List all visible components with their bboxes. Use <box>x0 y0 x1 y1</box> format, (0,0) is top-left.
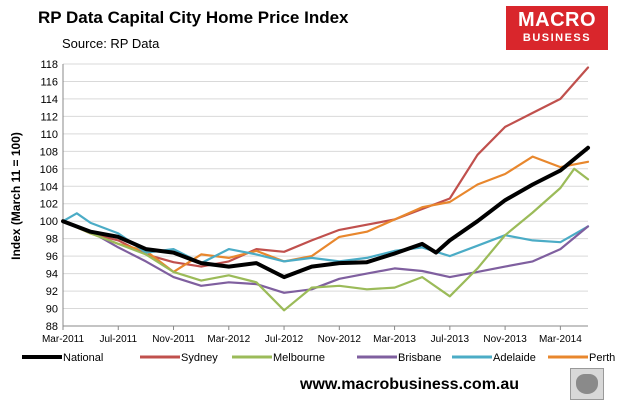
wolf-logo-icon <box>570 368 604 400</box>
x-tick-label: Nov-2012 <box>318 334 362 345</box>
y-tick-label: 104 <box>40 181 58 193</box>
series-line-perth <box>61 155 590 273</box>
y-tick-label: 116 <box>40 76 58 88</box>
y-axis-label: Index (March 11 = 100) <box>9 132 23 260</box>
x-tick-label: Nov-2013 <box>483 334 527 345</box>
x-tick-label: Mar-2012 <box>207 334 250 345</box>
x-tick-label: Mar-2014 <box>539 334 582 345</box>
y-tick-labels: 88 90 92 94 96 98 100 102 104 106 108 110 112 114 116 1… <box>40 59 58 333</box>
y-tick-label: 106 <box>40 164 58 176</box>
y-tick-label: 118 <box>40 59 58 71</box>
x-tick-label: Jul-2013 <box>431 334 470 345</box>
y-tick-label: 102 <box>40 199 58 211</box>
y-tick-label: 88 <box>46 321 58 333</box>
x-tick-labels: Mar-2011 Jul-2011 Nov-2011 Mar-2012 Jul-2012… <box>42 334 582 345</box>
y-tick-label: 100 <box>40 216 58 228</box>
legend: National Sydney Melbourne Brisbane Adelaide P… <box>22 352 615 364</box>
series-line-brisbane <box>61 220 590 294</box>
legend-label-adelaide: Adelaide <box>493 352 536 364</box>
y-tick-label: 110 <box>40 129 58 141</box>
legend-label-perth: Perth <box>589 352 615 364</box>
y-tick-label: 92 <box>46 286 58 298</box>
legend-label-brisbane: Brisbane <box>398 352 441 364</box>
chart-source: Source: RP Data <box>62 36 160 51</box>
series-line-national <box>61 145 590 280</box>
y-tick-label: 90 <box>46 304 58 316</box>
series-line-melbourne <box>61 167 590 312</box>
y-tick-label: 112 <box>40 111 58 123</box>
series-lines <box>61 66 590 312</box>
axes <box>62 64 588 330</box>
chart-title: RP Data Capital City Home Price Index <box>38 8 349 27</box>
y-tick-label: 114 <box>40 94 58 106</box>
y-tick-label: 96 <box>46 251 58 263</box>
logo-line-1: MACRO <box>517 9 597 31</box>
macrobusiness-logo: MACRO BUSINESS <box>506 6 608 50</box>
x-tick-label: Mar-2013 <box>373 334 416 345</box>
legend-label-national: National <box>63 352 103 364</box>
x-tick-label: Jul-2012 <box>265 334 304 345</box>
legend-label-sydney: Sydney <box>181 352 218 364</box>
y-tick-label: 98 <box>46 234 58 246</box>
y-tick-label: 94 <box>46 269 58 281</box>
footer-url: www.macrobusiness.com.au <box>300 376 520 393</box>
y-tick-label: 108 <box>40 146 58 158</box>
legend-label-melbourne: Melbourne <box>273 352 325 364</box>
x-tick-label: Mar-2011 <box>42 334 84 345</box>
x-tick-label: Jul-2011 <box>99 334 137 345</box>
x-tick-label: Nov-2011 <box>152 334 195 345</box>
logo-line-2: BUSINESS <box>522 32 592 44</box>
